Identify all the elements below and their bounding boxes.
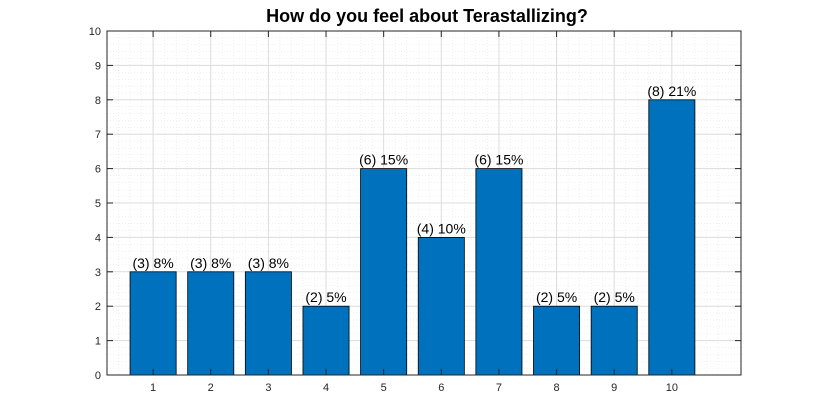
data-label: (4) 10% xyxy=(417,220,466,236)
data-label: (3) 8% xyxy=(132,255,173,271)
data-label: (6) 15% xyxy=(359,152,408,168)
bar xyxy=(590,305,638,376)
x-axis-tick-labels: 1 2 3 4 5 6 7 8 9 10 xyxy=(150,382,678,394)
y-tick-label: 8 xyxy=(95,95,101,107)
data-label: (2) 5% xyxy=(305,289,346,305)
y-axis-tick-labels: 0 1 2 3 4 5 6 7 8 9 10 xyxy=(89,26,101,382)
chart-title: How do you feel about Terastallizing? xyxy=(266,6,588,26)
bar xyxy=(244,271,292,376)
bar xyxy=(475,168,523,376)
x-tick-label: 10 xyxy=(666,382,678,394)
bar xyxy=(187,271,235,376)
x-tick-label: 8 xyxy=(554,382,560,394)
y-tick-label: 7 xyxy=(95,129,101,141)
x-tick-label: 5 xyxy=(381,382,387,394)
bar xyxy=(302,305,350,376)
data-label: (6) 15% xyxy=(474,152,523,168)
bar xyxy=(648,99,696,376)
y-tick-label: 3 xyxy=(95,267,101,279)
bar-series xyxy=(129,99,696,376)
data-label: (3) 8% xyxy=(248,255,289,271)
y-tick-label: 5 xyxy=(95,198,101,210)
bar xyxy=(129,271,177,376)
y-tick-label: 10 xyxy=(89,26,101,38)
y-tick-label: 1 xyxy=(95,336,101,348)
y-tick-label: 0 xyxy=(95,370,101,382)
x-tick-label: 1 xyxy=(150,382,156,394)
y-tick-label: 2 xyxy=(95,301,101,313)
x-tick-label: 7 xyxy=(496,382,502,394)
bar xyxy=(533,305,581,376)
x-tick-label: 9 xyxy=(611,382,617,394)
x-tick-label: 4 xyxy=(323,382,329,394)
x-tick-label: 2 xyxy=(208,382,214,394)
data-label: (8) 21% xyxy=(647,83,696,99)
y-tick-label: 9 xyxy=(95,60,101,72)
data-label-group: (3) 8% (3) 8% (3) 8% (2) 5% (6) 15% (4) 10% (6… xyxy=(132,83,696,305)
y-tick-label: 6 xyxy=(95,164,101,176)
data-label: (3) 8% xyxy=(190,255,231,271)
x-tick-label: 6 xyxy=(438,382,444,394)
data-label: (2) 5% xyxy=(536,289,577,305)
bar xyxy=(360,168,408,376)
axis-ticks xyxy=(107,30,741,376)
x-tick-label: 3 xyxy=(265,382,271,394)
data-label: (2) 5% xyxy=(594,289,635,305)
bar xyxy=(417,236,465,376)
y-tick-label: 4 xyxy=(95,232,101,244)
